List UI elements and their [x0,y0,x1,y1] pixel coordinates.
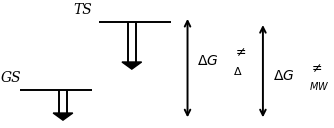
Text: GS: GS [1,71,21,86]
Polygon shape [122,62,142,69]
Text: $MW$: $MW$ [309,81,329,93]
Polygon shape [53,113,73,120]
Text: $\Delta$: $\Delta$ [233,65,243,77]
Text: $\neq$: $\neq$ [233,46,247,59]
Text: $\Delta G$: $\Delta G$ [197,54,219,68]
Text: $\Delta G$: $\Delta G$ [273,69,294,83]
Text: $\neq$: $\neq$ [309,62,322,75]
Text: TS: TS [74,3,93,17]
